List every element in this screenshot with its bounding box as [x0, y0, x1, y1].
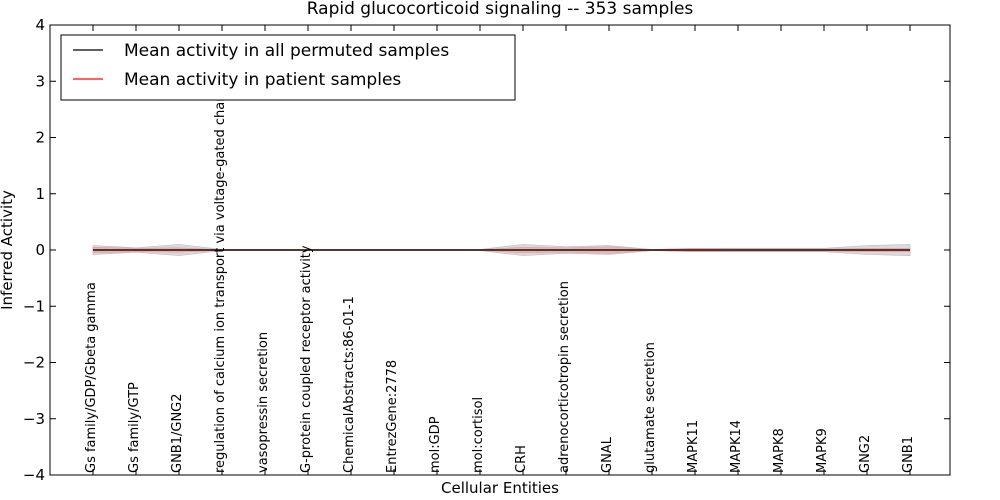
x-category-label: MAPK9 — [815, 428, 830, 473]
legend-label-permuted: Mean activity in all permuted samples — [124, 41, 449, 61]
y-tick-label: −2 — [23, 354, 45, 372]
x-category-label: mol:GDP — [428, 416, 443, 473]
x-category-label: vasopressin secretion — [256, 332, 271, 473]
x-category-label: GNG2 — [858, 435, 873, 473]
x-category-label: regulation of calcium ion transport via … — [213, 74, 228, 473]
x-category-label: GNB1 — [901, 436, 916, 473]
chart-title: Rapid glucocorticoid signaling -- 353 sa… — [307, 0, 694, 19]
y-tick-label: 4 — [35, 16, 45, 34]
legend: Mean activity in all permuted samples Me… — [60, 34, 516, 101]
y-tick-label: 0 — [35, 241, 45, 259]
y-tick-label: −1 — [23, 297, 45, 315]
x-category-label: GNAL — [600, 436, 615, 473]
x-category-label: EntrezGene:2778 — [385, 360, 400, 473]
y-axis-label: Inferred Activity — [0, 190, 16, 310]
x-category-label: adrenocorticotropin secretion — [557, 281, 572, 473]
y-tick-label: 2 — [35, 129, 45, 147]
x-category-label: ChemicalAbstracts:86-01-1 — [342, 296, 357, 473]
y-tick-label: −3 — [23, 410, 45, 428]
x-category-label: MAPK8 — [772, 428, 787, 473]
x-axis: Gs family/GDP/Gbeta gamma Gs family/GTP GN… — [84, 25, 916, 475]
legend-label-patient: Mean activity in patient samples — [124, 70, 401, 90]
y-tick-label: 3 — [35, 72, 45, 90]
x-category-label: glutamate secretion — [643, 342, 658, 473]
x-category-label: Gs family/GDP/Gbeta gamma — [84, 282, 99, 473]
x-category-label: Gs family/GTP — [127, 382, 142, 473]
x-axis-label: Cellular Entities — [441, 479, 559, 497]
x-category-label: MAPK11 — [686, 420, 701, 473]
y-tick-label: 1 — [35, 185, 45, 203]
x-category-label: GNB1/GNG2 — [170, 393, 185, 473]
x-category-label: G-protein coupled receptor activity — [299, 245, 314, 473]
x-category-label: MAPK14 — [729, 420, 744, 473]
y-axis: −4 −3 −2 −1 0 1 2 3 4 — [23, 16, 950, 484]
x-category-label: mol:cortisol — [471, 397, 486, 473]
y-tick-label: −4 — [23, 466, 45, 484]
legend-box — [60, 34, 516, 101]
x-category-label: CRH — [514, 445, 529, 473]
